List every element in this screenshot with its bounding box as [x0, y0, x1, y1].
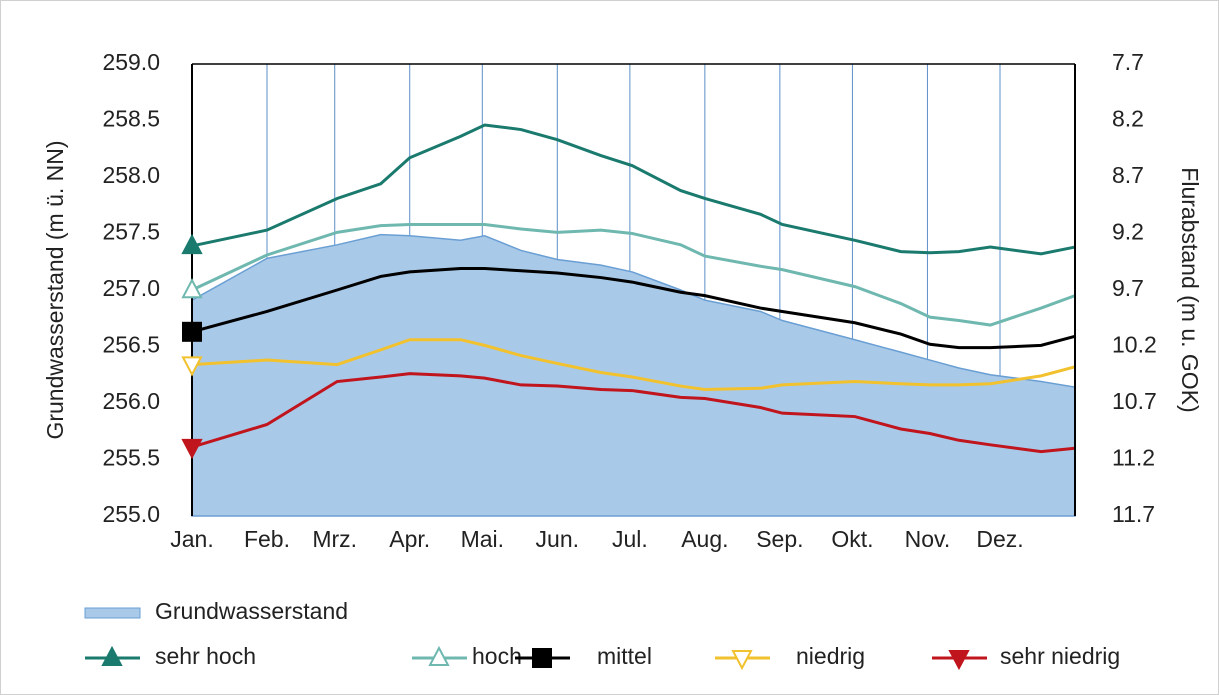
x-tick-label: Mai. — [461, 526, 504, 552]
y2-tick-label: 7.7 — [1112, 49, 1144, 75]
y2-tick-label: 10.2 — [1112, 332, 1157, 358]
y-tick-label: 258.5 — [102, 106, 160, 132]
x-tick-label: Jul. — [612, 526, 648, 552]
marker — [181, 233, 203, 255]
y2-axis-title: Flurabstand (m u. GOK) — [1177, 167, 1203, 412]
y2-tick-label: 9.7 — [1112, 275, 1144, 301]
legend-marker — [101, 645, 123, 666]
x-tick-label: Apr. — [389, 526, 430, 552]
marker — [181, 438, 203, 460]
y2-tick-label: 11.7 — [1112, 501, 1155, 527]
legend-marker — [948, 650, 970, 671]
y-tick-label: 257.0 — [102, 275, 160, 301]
y-tick-label: 257.5 — [102, 219, 160, 245]
line — [191, 123, 1076, 256]
y2-tick-label: 8.7 — [1112, 162, 1144, 188]
line — [191, 372, 1076, 454]
line — [191, 338, 1076, 391]
line — [191, 267, 1076, 350]
x-tick-label: Feb. — [244, 526, 290, 552]
x-tick-label: Dez. — [976, 526, 1023, 552]
y2-tick-label: 8.2 — [1112, 106, 1144, 132]
marker — [182, 321, 202, 342]
legend-label: sehr hoch — [155, 643, 256, 669]
y-tick-label: 256.5 — [102, 332, 160, 358]
legend-label: Grundwasserstand — [155, 598, 348, 624]
legend-marker — [532, 648, 552, 668]
legend-swatch — [84, 607, 141, 619]
x-tick-label: Okt. — [831, 526, 873, 552]
line — [191, 222, 1076, 327]
y-tick-label: 259.0 — [102, 49, 160, 75]
legend-label: sehr niedrig — [1000, 643, 1120, 669]
area — [191, 233, 1076, 517]
legend-label: mittel — [597, 643, 652, 669]
y2-tick-label: 10.7 — [1112, 388, 1157, 414]
y2-tick-label: 9.2 — [1112, 219, 1144, 245]
y2-tick-label: 11.2 — [1112, 445, 1155, 471]
legend-label: hoch — [472, 643, 522, 669]
legend-label: niedrig — [796, 643, 865, 669]
x-tick-label: Aug. — [681, 526, 728, 552]
y-tick-label: 256.0 — [102, 388, 160, 414]
x-tick-label: Sep. — [756, 526, 803, 552]
marker — [181, 277, 203, 299]
x-tick-label: Jan. — [170, 526, 213, 552]
y-tick-label: 255.5 — [102, 445, 160, 471]
y-tick-label: 255.0 — [102, 501, 160, 527]
legend-marker — [731, 650, 753, 671]
x-tick-label: Mrz. — [312, 526, 357, 552]
legend-marker — [428, 645, 450, 666]
marker — [181, 356, 203, 377]
y-axis-title: Grundwasserstand (m ü. NN) — [42, 140, 68, 439]
x-tick-label: Nov. — [905, 526, 951, 552]
x-tick-label: Jun. — [536, 526, 579, 552]
y-tick-label: 258.0 — [102, 162, 160, 188]
